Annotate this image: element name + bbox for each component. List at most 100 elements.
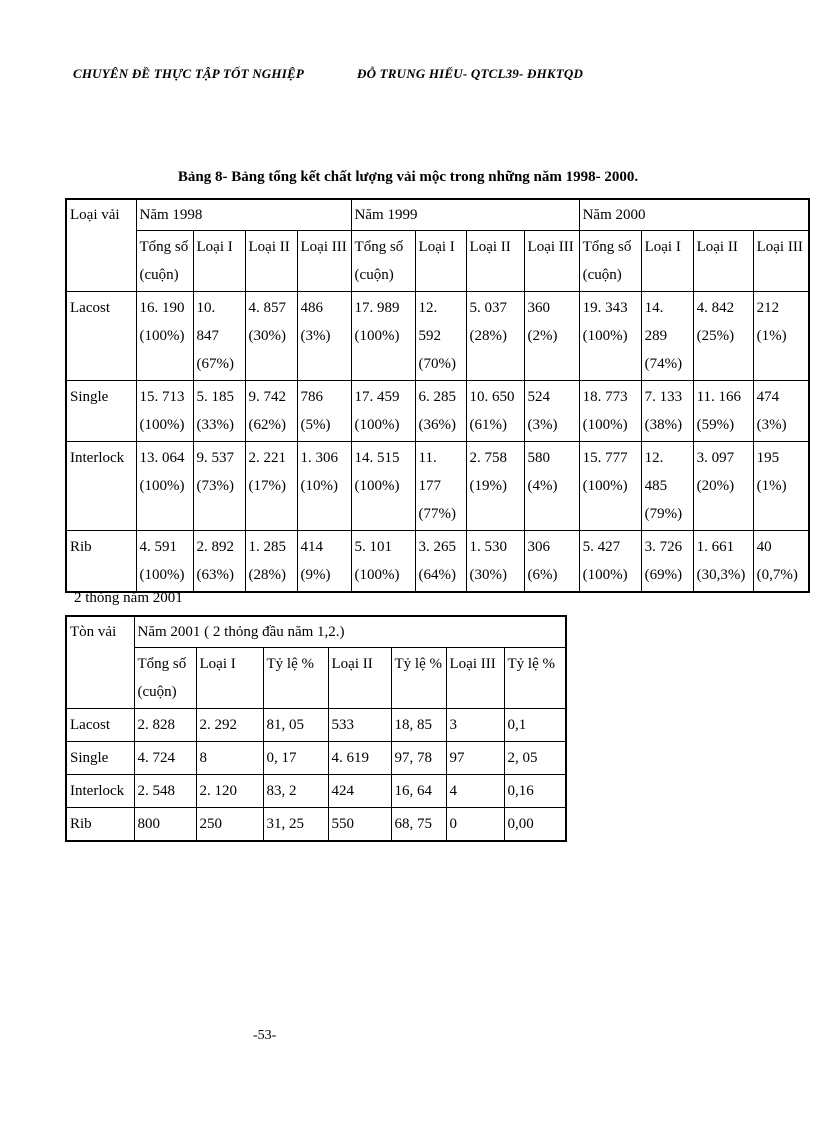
row-label-cell: Interlock xyxy=(65,441,137,531)
table-row: Interlock 13. 064 (100%) 9. 537 (73%) 2. 22… xyxy=(65,441,810,531)
data-cell: 15. 713 (100%) xyxy=(135,380,194,442)
data-cell: 6. 285 (36%) xyxy=(414,380,467,442)
table-title: Bảng 8- Bảng tổng kết chất lượng vải mộc… xyxy=(177,169,639,185)
data-cell: 2. 120 xyxy=(195,774,264,808)
year-header-cell: Năm 2000 xyxy=(578,198,810,231)
column-header-cell: Loại III xyxy=(445,647,505,709)
data-cell: 550 xyxy=(327,807,392,842)
data-cell: 1. 285 (28%) xyxy=(244,530,298,593)
table-row: Rib 800 250 31, 25 550 68, 75 0 0,00 xyxy=(65,807,567,842)
column-header-cell: Loại I xyxy=(640,230,694,292)
data-cell: 12. 592 (70%) xyxy=(414,291,467,381)
data-cell: 97 xyxy=(445,741,505,775)
quality-table-2001: Tòn vải Năm 2001 ( 2 thỏng đầu năm 1,2.)… xyxy=(65,615,568,842)
data-cell: 7. 133 (38%) xyxy=(640,380,694,442)
data-cell: 40 (0,7%) xyxy=(752,530,810,593)
data-cell: 533 xyxy=(327,708,392,742)
data-cell: 9. 742 (62%) xyxy=(244,380,298,442)
data-cell: 5. 185 (33%) xyxy=(192,380,246,442)
year-header-cell: Năm 1998 xyxy=(135,198,352,231)
column-header-cell: Loại II xyxy=(465,230,525,292)
table-row: Lacost 2. 828 2. 292 81, 05 533 18, 85 3 0,1 xyxy=(65,708,567,742)
data-cell: 14. 289 (74%) xyxy=(640,291,694,381)
data-cell: 424 xyxy=(327,774,392,808)
data-cell: 786 (5%) xyxy=(296,380,352,442)
table-header-row-years: Loại vải Năm 1998 Năm 1999 Năm 2000 xyxy=(65,198,810,292)
data-cell: 81, 05 xyxy=(262,708,329,742)
column-header-cell: Tỷ lệ % xyxy=(503,647,567,709)
data-cell: 18, 85 xyxy=(390,708,447,742)
data-cell: 486 (3%) xyxy=(296,291,352,381)
data-cell: 3 xyxy=(445,708,505,742)
column-header-cell: Tổng số (cuộn) xyxy=(578,230,642,292)
data-cell: 8 xyxy=(195,741,264,775)
table-row: Single 4. 724 8 0, 17 4. 619 97, 78 97 2, 05 xyxy=(65,741,567,775)
data-cell: 2. 548 xyxy=(133,774,197,808)
data-cell: 12. 485 (79%) xyxy=(640,441,694,531)
data-cell: 13. 064 (100%) xyxy=(135,441,194,531)
column-header-cell: Loại I xyxy=(414,230,467,292)
table-row: Lacost 16. 190 (100%) 10. 847 (67%) 4. 857 … xyxy=(65,291,810,381)
data-cell: 4. 724 xyxy=(133,741,197,775)
quality-table-1998-2000: Loại vải Năm 1998 Năm 1999 Năm 2000 Tổng… xyxy=(65,198,811,593)
row-label-cell: Lacost xyxy=(65,708,135,742)
column-header-cell: Loại I xyxy=(195,647,264,709)
year-header-cell: Năm 2001 ( 2 thỏng đầu năm 1,2.) xyxy=(133,615,567,648)
data-cell: 524 (3%) xyxy=(523,380,580,442)
column-header-cell: Tỷ lệ % xyxy=(390,647,447,709)
table-row: Rib 4. 591 (100%) 2. 892 (63%) 1. 285 (28%)… xyxy=(65,530,810,593)
data-cell: 19. 343 (100%) xyxy=(578,291,642,381)
data-cell: 306 (6%) xyxy=(523,530,580,593)
header-right-text: ĐỖ TRUNG HIẾU- QTCL39- ĐHKTQD xyxy=(357,66,584,81)
data-cell: 5. 101 (100%) xyxy=(350,530,416,593)
data-cell: 0, 17 xyxy=(262,741,329,775)
data-cell: 31, 25 xyxy=(262,807,329,842)
data-cell: 0,00 xyxy=(503,807,567,842)
header-left-text: CHUYÊN ĐỀ THỰC TẬP TỐT NGHIỆP xyxy=(73,66,304,81)
data-cell: 16. 190 (100%) xyxy=(135,291,194,381)
data-cell: 10. 847 (67%) xyxy=(192,291,246,381)
data-cell: 4. 619 xyxy=(327,741,392,775)
row-label-cell: Single xyxy=(65,380,137,442)
data-cell: 800 xyxy=(133,807,197,842)
data-cell: 2. 221 (17%) xyxy=(244,441,298,531)
year-header-cell: Năm 1999 xyxy=(350,198,580,231)
data-cell: 5. 037 (28%) xyxy=(465,291,525,381)
table-row: Single 15. 713 (100%) 5. 185 (33%) 9. 742 (… xyxy=(65,380,810,442)
data-cell: 18. 773 (100%) xyxy=(578,380,642,442)
column-header-cell: Tổng số (cuộn) xyxy=(135,230,194,292)
data-cell: 14. 515 (100%) xyxy=(350,441,416,531)
data-cell: 17. 459 (100%) xyxy=(350,380,416,442)
column-header-cell: Loại III xyxy=(523,230,580,292)
data-cell: 11. 177 (77%) xyxy=(414,441,467,531)
data-cell: 97, 78 xyxy=(390,741,447,775)
column-header-cell: Tổng số (cuộn) xyxy=(133,647,197,709)
data-cell: 15. 777 (100%) xyxy=(578,441,642,531)
data-cell: 3. 265 (64%) xyxy=(414,530,467,593)
column-header-cell: Tỷ lệ % xyxy=(262,647,329,709)
data-cell: 83, 2 xyxy=(262,774,329,808)
row-label-cell: Lacost xyxy=(65,291,137,381)
table-header-row-year: Tòn vải Năm 2001 ( 2 thỏng đầu năm 1,2.) xyxy=(65,615,567,709)
row-label-cell: Single xyxy=(65,741,135,775)
note-2001-text: 2 thỏng năm 2001 xyxy=(74,590,183,606)
data-cell: 10. 650 (61%) xyxy=(465,380,525,442)
data-cell: 1. 306 (10%) xyxy=(296,441,352,531)
data-cell: 1. 530 (30%) xyxy=(465,530,525,593)
data-cell: 580 (4%) xyxy=(523,441,580,531)
data-cell: 17. 989 (100%) xyxy=(350,291,416,381)
data-cell: 0 xyxy=(445,807,505,842)
data-cell: 250 xyxy=(195,807,264,842)
row-label-cell: Interlock xyxy=(65,774,135,808)
table-header-row-columns: Tổng số (cuộn) Loại I Loại II Loại III T… xyxy=(66,230,810,292)
column-header-cell: Loại II xyxy=(327,647,392,709)
data-cell: 195 (1%) xyxy=(752,441,810,531)
data-cell: 1. 661 (30,3%) xyxy=(692,530,754,593)
data-cell: 0,16 xyxy=(503,774,567,808)
data-cell: 9. 537 (73%) xyxy=(192,441,246,531)
data-cell: 68, 75 xyxy=(390,807,447,842)
data-cell: 4. 842 (25%) xyxy=(692,291,754,381)
data-cell: 3. 726 (69%) xyxy=(640,530,694,593)
column-header-cell: Loại III xyxy=(296,230,352,292)
